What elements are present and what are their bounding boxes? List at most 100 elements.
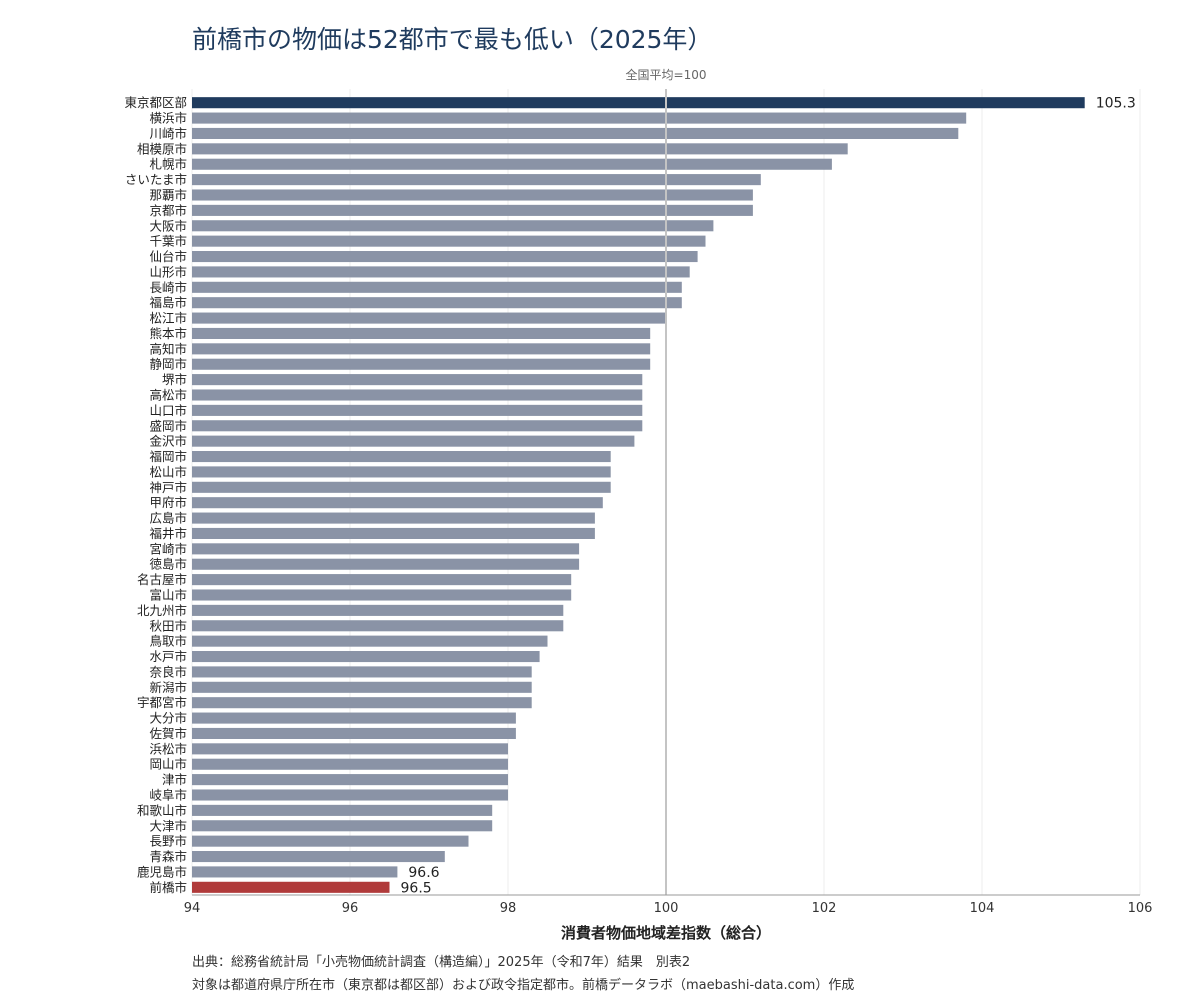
- category-label: 静岡市: [149, 357, 187, 372]
- category-label: 広島市: [149, 511, 187, 526]
- category-label: 岐阜市: [149, 788, 187, 803]
- x-tick-label: 94: [184, 901, 201, 916]
- category-label: 大津市: [149, 818, 187, 833]
- bar: [192, 235, 706, 247]
- bar: [192, 204, 753, 216]
- bar: [192, 266, 690, 278]
- category-label: 岡山市: [149, 757, 187, 772]
- bar: [192, 435, 635, 447]
- bar: [192, 604, 564, 616]
- bar: [192, 112, 967, 124]
- footnote: 対象は都道府県庁所在市（東京都は都区部）および政令指定都市。前橋データラボ（ma…: [192, 978, 855, 993]
- bar: [192, 727, 516, 739]
- bar: [192, 420, 643, 432]
- bar: [192, 97, 1085, 109]
- category-label: 京都市: [149, 203, 187, 218]
- value-label: 96.6: [408, 865, 439, 881]
- bar: [192, 666, 532, 678]
- category-label: 松山市: [149, 464, 187, 479]
- bar: [192, 158, 832, 170]
- category-label: 新潟市: [149, 680, 187, 695]
- bar: [192, 620, 564, 632]
- category-label: 鳥取市: [149, 634, 187, 649]
- x-tick-label: 106: [1128, 901, 1153, 916]
- category-label: 山口市: [149, 403, 187, 418]
- bar: [192, 789, 508, 801]
- category-label: 富山市: [149, 588, 187, 603]
- category-label: 名古屋市: [137, 572, 187, 587]
- x-tick-label: 104: [970, 901, 995, 916]
- category-label: 和歌山市: [137, 803, 187, 818]
- category-label: 神戸市: [149, 480, 187, 495]
- category-label: 大分市: [149, 711, 187, 726]
- bar: [192, 527, 595, 539]
- category-label: 盛岡市: [149, 418, 187, 433]
- chart-title: 前橋市の物価は52都市で最も低い（2025年）: [192, 25, 713, 54]
- x-tick-label: 98: [500, 901, 517, 916]
- x-tick-label: 102: [812, 901, 837, 916]
- category-labels: 東京都区部横浜市川崎市相模原市札幌市さいたま市那覇市京都市大阪市千葉市仙台市山形…: [124, 95, 187, 895]
- bar: [192, 743, 508, 755]
- bar: [192, 466, 611, 478]
- category-label: 秋田市: [149, 618, 187, 633]
- bar: [192, 189, 753, 201]
- bar: [192, 681, 532, 693]
- bar: [192, 758, 508, 770]
- category-label: 金沢市: [149, 434, 187, 449]
- category-label: 那覇市: [149, 188, 187, 203]
- bar: [192, 558, 580, 570]
- value-label: 105.3: [1096, 96, 1136, 112]
- category-label: 青森市: [149, 849, 187, 864]
- bar: [192, 174, 761, 186]
- x-axis-label: 消費者物価地域差指数（総合）: [561, 924, 771, 942]
- bar: [192, 635, 548, 647]
- bar: [192, 389, 643, 401]
- bar: [192, 589, 572, 601]
- bar: [192, 343, 651, 355]
- bar: [192, 374, 643, 386]
- bar: [192, 835, 469, 847]
- bar: [192, 712, 516, 724]
- category-label: 宇都宮市: [137, 695, 187, 710]
- bar: [192, 327, 651, 339]
- bar: [192, 481, 611, 493]
- category-label: 福井市: [149, 526, 187, 541]
- bar: [192, 127, 959, 139]
- bar: [192, 404, 643, 416]
- category-label: 津市: [162, 772, 187, 787]
- category-label: 鹿児島市: [137, 864, 187, 879]
- category-label: 浜松市: [149, 741, 187, 756]
- category-label: 長崎市: [149, 280, 187, 295]
- category-label: 宮崎市: [149, 541, 187, 556]
- category-label: 高知市: [149, 341, 187, 356]
- category-label: 水戸市: [149, 649, 187, 664]
- category-label: 山形市: [149, 264, 187, 279]
- bar: [192, 358, 651, 370]
- x-tick-label: 96: [342, 901, 359, 916]
- category-label: 福岡市: [149, 449, 187, 464]
- value-label: 96.5: [401, 880, 432, 896]
- bar: [192, 220, 714, 232]
- category-label: 松江市: [149, 311, 187, 326]
- category-label: 高松市: [149, 388, 187, 403]
- bar: [192, 312, 666, 324]
- category-label: 熊本市: [149, 326, 187, 341]
- category-label: 大阪市: [149, 218, 187, 233]
- category-label: 徳島市: [149, 557, 187, 572]
- bar: [192, 281, 682, 293]
- bar: [192, 297, 682, 309]
- category-label: 前橋市: [149, 880, 187, 895]
- category-label: 川崎市: [149, 126, 187, 141]
- value-labels: 105.3 96.696.5: [401, 96, 1136, 897]
- bar: [192, 143, 848, 155]
- category-label: 佐賀市: [149, 726, 187, 741]
- bar: [192, 543, 580, 555]
- bars: [192, 97, 1085, 893]
- bar: [192, 866, 398, 878]
- source-note: 出典：総務省統計局「小売物価統計調査（構造編）」2025年（令和7年）結果 別表…: [192, 955, 691, 970]
- category-label: 甲府市: [149, 495, 187, 510]
- category-label: 仙台市: [149, 249, 187, 264]
- reference-line-group: 全国平均=100: [626, 67, 706, 895]
- bar: [192, 881, 390, 893]
